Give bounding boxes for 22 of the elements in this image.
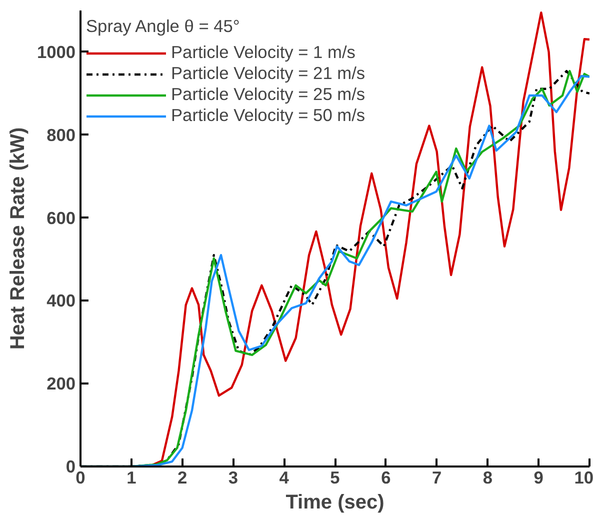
x-tick-label: 10 — [574, 468, 593, 488]
y-tick-label: 600 — [46, 208, 76, 228]
x-tick-label: 2 — [177, 468, 188, 488]
x-tick-label: 8 — [482, 468, 493, 488]
legend-label: Particle Velocity = 50 m/s — [171, 105, 366, 126]
x-tick-label: 9 — [534, 468, 544, 488]
x-tick-label: 4 — [279, 468, 290, 488]
legend-title: Spray Angle θ = 45° — [86, 16, 241, 37]
x-tick-label: 1 — [126, 468, 137, 488]
y-axis-title: Heat Release Rate (kW) — [6, 127, 29, 350]
x-tick-label: 5 — [330, 468, 340, 488]
legend-label: Particle Velocity = 1 m/s — [171, 42, 356, 63]
x-tick-label: 7 — [432, 468, 442, 488]
x-tick-label: 3 — [228, 468, 238, 488]
x-axis-title: Time (sec) — [286, 492, 384, 514]
y-tick-label: 800 — [46, 124, 76, 145]
legend-label: Particle Velocity = 25 m/s — [171, 84, 366, 105]
y-tick-label: 1000 — [36, 42, 76, 62]
y-tick-label: 400 — [46, 290, 76, 311]
x-tick-label: 6 — [381, 468, 392, 488]
legend-label: Particle Velocity = 21 m/s — [171, 63, 366, 84]
y-tick-label: 200 — [46, 374, 76, 394]
